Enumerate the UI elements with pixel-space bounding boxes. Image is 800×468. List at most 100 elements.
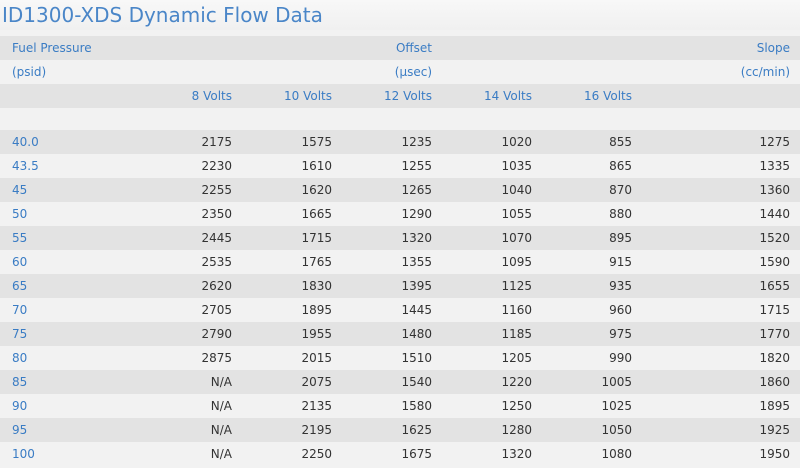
pressure-cell: 75 bbox=[12, 327, 28, 341]
value-cell: 2620 bbox=[201, 279, 232, 293]
value-cell: 1070 bbox=[501, 231, 532, 245]
value-cell: 1955 bbox=[301, 327, 332, 341]
value-cell: N/A bbox=[210, 423, 232, 437]
value-cell: 2015 bbox=[301, 351, 332, 365]
value-cell: 935 bbox=[609, 279, 632, 293]
value-cell: 1255 bbox=[401, 159, 432, 173]
volts-header: 8 Volts bbox=[191, 89, 232, 103]
value-cell: 1395 bbox=[401, 279, 432, 293]
table-row: 80 2875 2015 1510 1205 990 1820 bbox=[0, 346, 800, 370]
pressure-cell: 100 bbox=[12, 447, 35, 461]
value-cell: 2250 bbox=[301, 447, 332, 461]
value-cell: 1620 bbox=[301, 183, 332, 197]
usec-unit: (µsec) bbox=[394, 65, 432, 79]
value-cell: 2790 bbox=[201, 327, 232, 341]
value-cell: 1625 bbox=[401, 423, 432, 437]
value-cell: 2445 bbox=[201, 231, 232, 245]
pressure-cell: 65 bbox=[12, 279, 28, 293]
value-cell: 1080 bbox=[601, 447, 632, 461]
value-cell: N/A bbox=[210, 447, 232, 461]
slope-header: Slope bbox=[756, 41, 790, 55]
header-row-2: (psid) (µsec) (cc/min) bbox=[0, 60, 800, 84]
value-cell: 1355 bbox=[401, 255, 432, 269]
pressure-cell: 50 bbox=[12, 207, 28, 221]
value-cell: 2875 bbox=[201, 351, 232, 365]
value-cell: 1655 bbox=[759, 279, 790, 293]
volts-header: 16 Volts bbox=[584, 89, 632, 103]
table-row: 43.5 2230 1610 1255 1035 865 1335 bbox=[0, 154, 800, 178]
value-cell: 1895 bbox=[759, 399, 790, 413]
pressure-cell: 80 bbox=[12, 351, 28, 365]
value-cell: 1250 bbox=[501, 399, 532, 413]
value-cell: 1575 bbox=[301, 135, 332, 149]
value-cell: 1610 bbox=[301, 159, 332, 173]
value-cell: 1290 bbox=[401, 207, 432, 221]
value-cell: 1040 bbox=[501, 183, 532, 197]
value-cell: 1125 bbox=[501, 279, 532, 293]
value-cell: 1335 bbox=[759, 159, 790, 173]
value-cell: 1580 bbox=[401, 399, 432, 413]
value-cell: 1320 bbox=[501, 447, 532, 461]
table-row: 95 N/A 2195 1625 1280 1050 1925 bbox=[0, 418, 800, 442]
value-cell: 1320 bbox=[401, 231, 432, 245]
value-cell: 1095 bbox=[501, 255, 532, 269]
value-cell: 865 bbox=[609, 159, 632, 173]
value-cell: 975 bbox=[609, 327, 632, 341]
value-cell: 880 bbox=[609, 207, 632, 221]
value-cell: 1025 bbox=[601, 399, 632, 413]
pressure-cell: 95 bbox=[12, 423, 28, 437]
value-cell: 1050 bbox=[601, 423, 632, 437]
pressure-cell: 60 bbox=[12, 255, 28, 269]
value-cell: 1765 bbox=[301, 255, 332, 269]
value-cell: 1275 bbox=[759, 135, 790, 149]
value-cell: 1005 bbox=[601, 375, 632, 389]
table-row: 50 2350 1665 1290 1055 880 1440 bbox=[0, 202, 800, 226]
value-cell: 1895 bbox=[301, 303, 332, 317]
table-row: 100 N/A 2250 1675 1320 1080 1950 bbox=[0, 442, 800, 466]
pressure-cell: 40.0 bbox=[12, 135, 39, 149]
value-cell: N/A bbox=[210, 399, 232, 413]
value-cell: 2255 bbox=[201, 183, 232, 197]
value-cell: 1520 bbox=[759, 231, 790, 245]
value-cell: 2230 bbox=[201, 159, 232, 173]
value-cell: 1665 bbox=[301, 207, 332, 221]
value-cell: 1860 bbox=[759, 375, 790, 389]
volts-header: 14 Volts bbox=[484, 89, 532, 103]
table-row: 60 2535 1765 1355 1095 915 1590 bbox=[0, 250, 800, 274]
value-cell: 870 bbox=[609, 183, 632, 197]
value-cell: 2535 bbox=[201, 255, 232, 269]
value-cell: 1280 bbox=[501, 423, 532, 437]
page-title: ID1300-XDS Dynamic Flow Data bbox=[0, 0, 800, 30]
value-cell: 1185 bbox=[501, 327, 532, 341]
value-cell: 1480 bbox=[401, 327, 432, 341]
value-cell: 1820 bbox=[759, 351, 790, 365]
table-row: 85 N/A 2075 1540 1220 1005 1860 bbox=[0, 370, 800, 394]
value-cell: 895 bbox=[609, 231, 632, 245]
value-cell: 2175 bbox=[201, 135, 232, 149]
table-row: 45 2255 1620 1265 1040 870 1360 bbox=[0, 178, 800, 202]
flow-data-table: Fuel Pressure Offset Slope (psid) (µsec) (cc… bbox=[0, 36, 800, 466]
value-cell: 1950 bbox=[759, 447, 790, 461]
table-row: 65 2620 1830 1395 1125 935 1655 bbox=[0, 274, 800, 298]
value-cell: 1055 bbox=[501, 207, 532, 221]
table-row: 55 2445 1715 1320 1070 895 1520 bbox=[0, 226, 800, 250]
table-row: 40.0 2175 1575 1235 1020 855 1275 bbox=[0, 130, 800, 154]
value-cell: 1160 bbox=[501, 303, 532, 317]
table-row: 90 N/A 2135 1580 1250 1025 1895 bbox=[0, 394, 800, 418]
header-row-3: 8 Volts 10 Volts 12 Volts 14 Volts 16 Vo… bbox=[0, 84, 800, 108]
value-cell: 855 bbox=[609, 135, 632, 149]
volts-header: 10 Volts bbox=[284, 89, 332, 103]
psid-unit: (psid) bbox=[12, 65, 47, 79]
pressure-cell: 45 bbox=[12, 183, 28, 197]
table-row: 70 2705 1895 1445 1160 960 1715 bbox=[0, 298, 800, 322]
value-cell: 1510 bbox=[401, 351, 432, 365]
value-cell: 1235 bbox=[401, 135, 432, 149]
value-cell: 2350 bbox=[201, 207, 232, 221]
table-row: 75 2790 1955 1480 1185 975 1770 bbox=[0, 322, 800, 346]
ccmin-unit: (cc/min) bbox=[740, 65, 790, 79]
pressure-cell: 90 bbox=[12, 399, 28, 413]
value-cell: 1715 bbox=[759, 303, 790, 317]
value-cell: 2195 bbox=[301, 423, 332, 437]
pressure-cell: 85 bbox=[12, 375, 28, 389]
value-cell: 1035 bbox=[501, 159, 532, 173]
